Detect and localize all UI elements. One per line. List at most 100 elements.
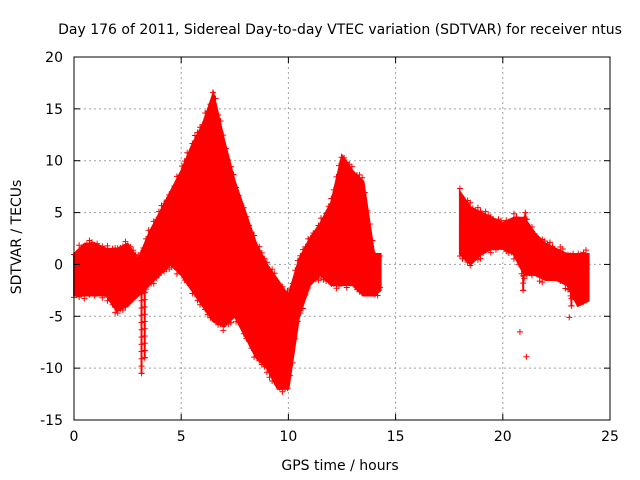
data-point <box>96 246 103 253</box>
data-point <box>271 270 278 277</box>
data-point <box>351 173 358 180</box>
data-points <box>71 89 590 395</box>
data-point <box>271 377 278 384</box>
data-point <box>485 244 492 251</box>
data-point <box>325 203 332 210</box>
data-point <box>534 235 541 242</box>
data-point <box>225 156 232 163</box>
data-point <box>510 210 517 217</box>
data-point <box>284 385 291 392</box>
data-point <box>204 108 211 115</box>
x-tick-label: 0 <box>70 429 79 445</box>
data-point <box>251 354 258 361</box>
data-point <box>148 227 155 234</box>
data-point <box>107 295 114 302</box>
data-point <box>508 218 515 225</box>
data-point <box>96 289 103 296</box>
data-point <box>235 192 242 199</box>
data-point <box>274 381 281 388</box>
data-point <box>289 280 296 287</box>
data-point <box>315 222 322 229</box>
data-point <box>238 321 245 328</box>
data-point <box>536 278 543 285</box>
data-point <box>227 319 234 326</box>
data-point <box>294 318 301 325</box>
data-point <box>335 162 342 169</box>
data-point <box>372 251 379 258</box>
y-tick-label: -5 <box>49 309 63 325</box>
data-point <box>338 154 345 161</box>
data-point <box>215 321 222 328</box>
data-point <box>258 249 265 256</box>
data-point <box>467 262 474 269</box>
data-point <box>582 247 589 254</box>
data-point <box>191 290 198 297</box>
sdtvar-band <box>458 188 590 308</box>
data-point <box>459 194 466 201</box>
data-point <box>101 246 108 253</box>
data-point <box>577 299 584 306</box>
data-point <box>474 256 481 263</box>
data-point <box>243 213 250 220</box>
data-point <box>240 330 247 337</box>
data-point <box>539 279 546 286</box>
data-point <box>305 285 312 292</box>
data-point <box>130 247 137 254</box>
data-point <box>89 239 96 246</box>
data-point <box>276 384 283 391</box>
data-point <box>546 239 553 246</box>
data-point <box>217 321 224 328</box>
data-point <box>238 200 245 207</box>
data-point <box>91 242 98 249</box>
data-point <box>374 292 381 299</box>
data-point <box>320 276 327 283</box>
data-point <box>500 243 507 250</box>
data-point <box>199 299 206 306</box>
data-point <box>492 220 499 227</box>
data-point <box>456 253 463 260</box>
data-point <box>202 306 209 313</box>
data-point <box>299 246 306 253</box>
data-point <box>487 213 494 220</box>
data-point <box>516 216 523 223</box>
data-point <box>207 101 214 108</box>
data-point <box>140 244 147 251</box>
data-point <box>256 357 263 364</box>
data-point <box>505 249 512 256</box>
data-point <box>86 291 93 298</box>
data-point <box>125 300 132 307</box>
data-point <box>377 253 384 260</box>
y-tick-label: 20 <box>45 50 63 66</box>
data-point <box>487 249 494 256</box>
data-point <box>338 278 345 285</box>
data-point <box>462 255 469 262</box>
data-point <box>94 240 101 247</box>
data-point <box>122 238 129 245</box>
data-point <box>464 259 471 266</box>
data-point <box>263 259 270 266</box>
data-point <box>73 290 80 297</box>
data-point <box>495 216 502 223</box>
data-point <box>171 183 178 190</box>
data-point <box>235 317 242 324</box>
data-point <box>179 271 186 278</box>
data-point <box>523 271 530 278</box>
data-point <box>161 200 168 207</box>
data-point <box>305 235 312 242</box>
data-point <box>230 171 237 178</box>
data-point <box>212 317 219 324</box>
data-point <box>498 217 505 224</box>
data-point <box>369 237 376 244</box>
data-point <box>99 294 106 301</box>
data-point <box>366 221 373 228</box>
chart-title: Day 176 of 2011, Sidereal Day-to-day VTE… <box>58 22 622 38</box>
data-point <box>297 310 304 317</box>
data-point <box>212 95 219 102</box>
y-axis-label: SDTVAR / TECUs <box>9 180 25 295</box>
data-point <box>307 234 314 241</box>
data-point <box>222 145 229 152</box>
data-point <box>292 267 299 274</box>
x-tick-label: 5 <box>177 429 186 445</box>
data-point <box>261 255 268 262</box>
data-point <box>335 283 342 290</box>
